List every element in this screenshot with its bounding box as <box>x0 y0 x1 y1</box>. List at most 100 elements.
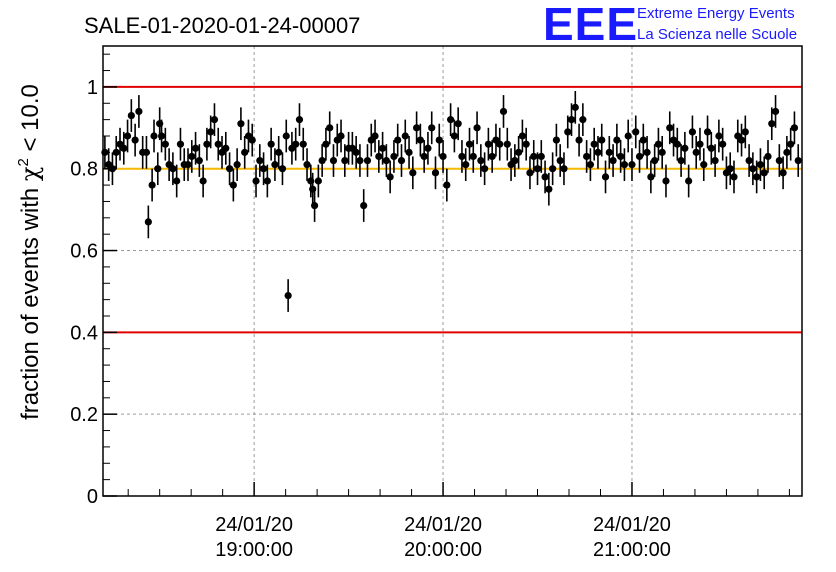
data-point <box>726 165 734 173</box>
data-point <box>651 156 659 165</box>
data-point <box>123 132 132 140</box>
data-point <box>503 140 511 148</box>
data-point <box>624 132 632 140</box>
data-point <box>605 148 613 156</box>
data-point <box>248 136 256 144</box>
data-point <box>609 156 617 165</box>
data-point <box>424 144 432 152</box>
data-point <box>753 173 761 181</box>
reference-lines <box>103 85 802 334</box>
data-point <box>654 140 663 148</box>
data-point <box>214 140 222 148</box>
data-point <box>522 140 530 148</box>
data-point <box>161 140 169 148</box>
data-point <box>150 132 158 140</box>
data-point <box>284 291 292 300</box>
data-point <box>643 148 651 156</box>
data-point <box>416 136 424 144</box>
data-point <box>360 201 368 210</box>
data-point <box>583 152 591 161</box>
data-point <box>275 148 283 156</box>
y-tick-label: 0.2 <box>70 404 98 426</box>
logo-line-2: La Scienza nelle Scuole <box>637 26 797 43</box>
data-point <box>386 173 394 181</box>
data-point <box>450 132 458 140</box>
data-point <box>282 132 290 140</box>
data-point <box>390 152 398 161</box>
grid-lines <box>103 46 802 496</box>
data-points <box>101 91 802 312</box>
data-point <box>112 148 120 156</box>
data-point <box>435 136 443 144</box>
data-point <box>681 144 689 152</box>
data-point <box>222 144 230 152</box>
data-point <box>241 148 249 156</box>
data-point <box>764 152 772 161</box>
data-point <box>363 156 372 165</box>
data-point <box>477 156 485 165</box>
data-point <box>737 136 746 144</box>
data-point <box>783 148 791 156</box>
data-point <box>549 165 557 173</box>
y-axis-title: fraction of events with χ2 < 10.0 <box>15 84 44 420</box>
data-point <box>375 152 383 161</box>
y-tick-label: 0.8 <box>70 159 98 181</box>
data-point <box>745 156 753 165</box>
data-point <box>545 185 553 193</box>
x-tick-label-time: 19:00:00 <box>215 539 293 561</box>
data-point <box>666 124 674 132</box>
data-point <box>571 103 579 111</box>
data-point <box>233 161 241 169</box>
data-point <box>787 140 795 148</box>
data-point <box>658 148 666 156</box>
data-point <box>409 169 417 177</box>
data-point <box>439 152 447 161</box>
data-point <box>579 116 587 124</box>
data-point <box>154 165 162 173</box>
y-tick-label: 0 <box>87 486 98 508</box>
data-point <box>341 156 349 165</box>
data-point <box>299 140 307 148</box>
data-point <box>703 128 712 136</box>
y-axis-title-main: fraction of events with <box>17 181 44 420</box>
data-point <box>473 124 481 132</box>
data-point <box>259 165 268 173</box>
data-point <box>443 181 451 189</box>
data-point <box>428 124 436 132</box>
axes: 0 0.2 0.4 0.6 0.8 1 24/01/20 19:00:00 24/01/20 20… <box>70 53 790 561</box>
data-point <box>292 140 300 148</box>
data-point <box>526 169 534 177</box>
x-tick-label-time: 20:00:00 <box>404 539 482 561</box>
data-point <box>530 152 538 161</box>
data-point <box>148 181 156 189</box>
x-tick-label-date: 24/01/20 <box>215 514 293 536</box>
data-point <box>635 152 644 161</box>
data-point <box>447 116 455 124</box>
data-point <box>692 148 700 156</box>
data-point <box>481 165 489 173</box>
data-point <box>719 140 727 148</box>
x-tick-label-date: 24/01/20 <box>593 514 671 536</box>
data-point <box>575 136 583 144</box>
data-point <box>552 136 561 144</box>
eee-logo: EEE Extreme Energy Events La Scienza nel… <box>543 0 797 50</box>
data-point <box>405 148 413 156</box>
data-point <box>462 161 470 169</box>
data-point <box>131 136 139 144</box>
data-point <box>420 152 428 161</box>
data-point <box>371 132 379 140</box>
data-point <box>142 148 151 156</box>
data-point <box>263 177 271 185</box>
data-point <box>379 144 387 152</box>
data-point <box>184 161 192 169</box>
data-point <box>647 173 655 181</box>
data-point <box>677 156 685 165</box>
y-axis-title-sup: 2 <box>15 158 32 166</box>
y-axis-title-rest: < 10.0 <box>17 84 44 158</box>
data-point <box>590 140 598 148</box>
data-point <box>127 111 135 120</box>
data-point <box>688 128 697 136</box>
y-axis-title-chi: χ <box>16 166 44 181</box>
data-point <box>252 177 260 185</box>
data-point <box>567 116 576 124</box>
